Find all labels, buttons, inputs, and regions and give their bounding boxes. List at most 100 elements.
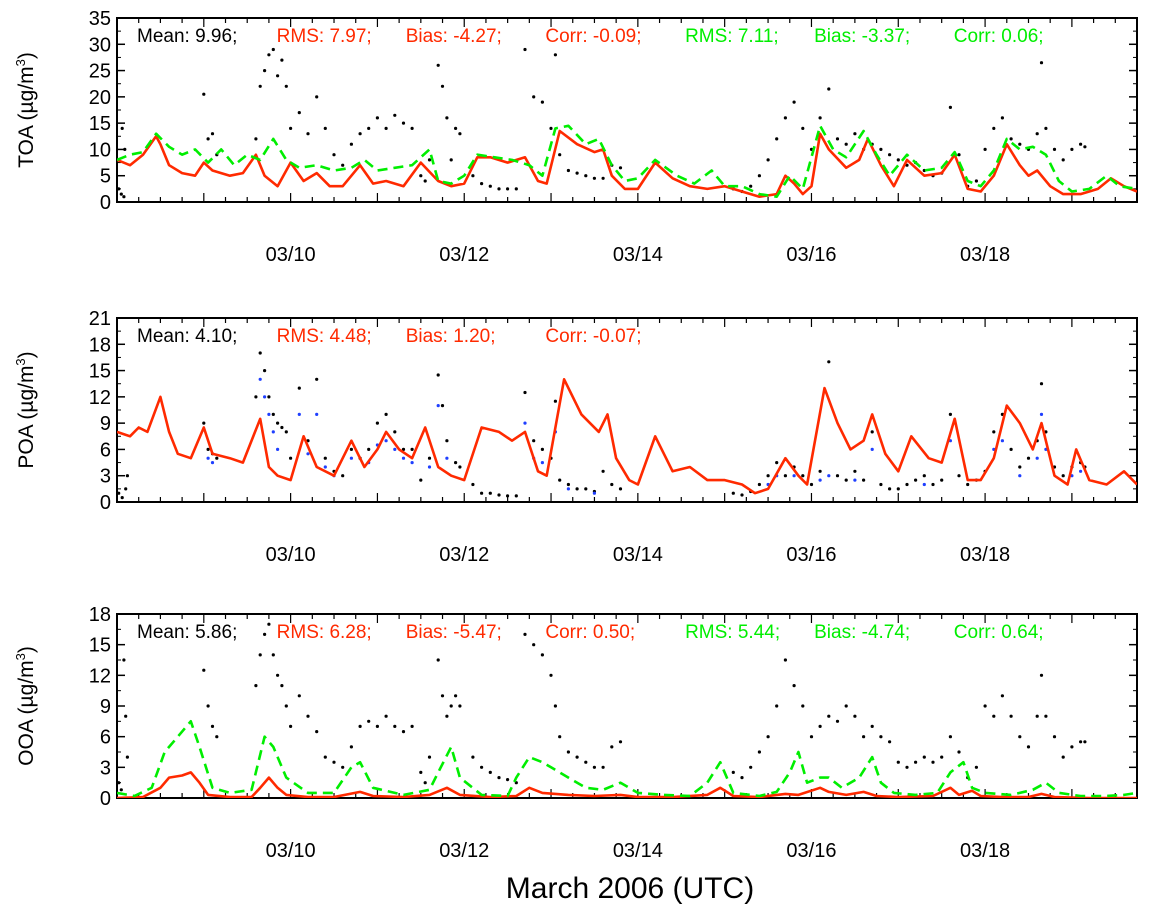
data-point — [888, 487, 892, 491]
y-tick-label: 25 — [89, 61, 111, 83]
series-observed-dots — [117, 47, 1087, 199]
data-point — [375, 724, 379, 729]
data-point — [540, 461, 545, 465]
stat-label: RMS: 5.44; — [685, 622, 780, 643]
y-tick-label: 5 — [100, 166, 111, 188]
data-point — [117, 491, 121, 495]
data-point — [384, 412, 388, 416]
x-tick-label: 03/18 — [960, 840, 1010, 862]
stat-label: Corr: 0.50; — [545, 622, 635, 643]
data-point — [879, 482, 883, 487]
data-point — [992, 126, 996, 130]
data-point — [553, 53, 558, 57]
y-axis-title: POA (µg/m3) — [13, 351, 38, 468]
data-point — [948, 105, 953, 109]
data-point — [1083, 740, 1087, 744]
data-point — [271, 412, 275, 416]
data-point — [423, 179, 427, 183]
data-point — [358, 132, 362, 136]
data-point — [375, 116, 379, 120]
series-observed-dots — [117, 622, 1087, 792]
data-point — [276, 421, 280, 425]
data-point — [584, 174, 588, 178]
x-tick-label: 03/18 — [960, 244, 1010, 266]
data-point — [592, 491, 597, 495]
x-tick-label: 03/10 — [266, 544, 316, 566]
data-point — [1026, 745, 1031, 749]
data-point — [445, 439, 449, 443]
data-point — [117, 781, 121, 785]
y-tick-label: 3 — [100, 466, 111, 488]
data-point — [384, 439, 388, 443]
y-tick-label: 3 — [100, 757, 111, 779]
y-tick-label: 12 — [89, 387, 111, 409]
data-point — [506, 187, 510, 191]
data-point — [809, 482, 814, 487]
data-point — [276, 673, 280, 677]
data-point — [1061, 755, 1065, 759]
data-point — [922, 755, 926, 759]
data-point — [523, 421, 527, 425]
data-point — [276, 74, 280, 78]
series-model-1-line — [117, 771, 1137, 798]
data-point — [436, 658, 440, 662]
data-point — [393, 430, 397, 434]
data-point — [540, 653, 545, 657]
data-point — [449, 704, 453, 708]
data-point — [271, 47, 275, 52]
stat-label: Bias: -4.74; — [814, 622, 910, 643]
series-model-2-line — [117, 124, 1137, 198]
y-tick-label: 0 — [100, 788, 111, 810]
x-tick-label: 03/16 — [786, 544, 836, 566]
data-point — [449, 158, 453, 162]
x-tick-label: 03/18 — [960, 544, 1010, 566]
data-point — [983, 147, 987, 151]
data-point — [123, 147, 127, 151]
data-point — [297, 386, 301, 390]
data-point — [731, 491, 735, 495]
data-point — [1061, 474, 1065, 478]
data-point — [566, 487, 571, 491]
stat-label: Bias: 1.20; — [406, 326, 496, 347]
data-point — [210, 132, 215, 136]
y-tick-label: 18 — [89, 334, 111, 356]
data-point — [601, 469, 605, 473]
data-point — [1026, 456, 1031, 460]
data-point — [818, 116, 822, 120]
data-point — [323, 465, 327, 469]
data-point — [401, 447, 406, 451]
data-point — [1044, 126, 1048, 130]
data-point — [471, 482, 475, 487]
data-point — [332, 760, 336, 764]
data-point — [306, 132, 310, 136]
data-point — [853, 132, 857, 136]
data-point — [870, 724, 874, 729]
data-point — [454, 126, 458, 130]
data-point — [870, 430, 874, 434]
data-point — [506, 494, 510, 498]
data-point — [775, 461, 779, 465]
series-model-1-line — [117, 378, 1137, 495]
data-point — [263, 632, 267, 637]
data-point — [284, 84, 288, 88]
data-point — [931, 482, 935, 487]
stat-label: RMS: 6.28; — [277, 622, 372, 643]
data-point — [801, 126, 805, 130]
data-point — [523, 47, 527, 52]
data-point — [888, 740, 892, 744]
data-point — [844, 142, 848, 146]
data-point — [427, 158, 432, 162]
data-point — [471, 755, 475, 759]
data-point — [125, 755, 129, 759]
data-point — [558, 735, 562, 739]
data-point — [827, 87, 831, 91]
data-point — [289, 724, 293, 729]
data-point — [844, 704, 848, 708]
series-group — [117, 351, 1137, 500]
data-point — [1083, 145, 1087, 149]
data-point — [206, 137, 210, 141]
y-tick-label: 30 — [89, 34, 111, 56]
data-point — [1035, 132, 1039, 136]
data-point — [440, 84, 445, 88]
